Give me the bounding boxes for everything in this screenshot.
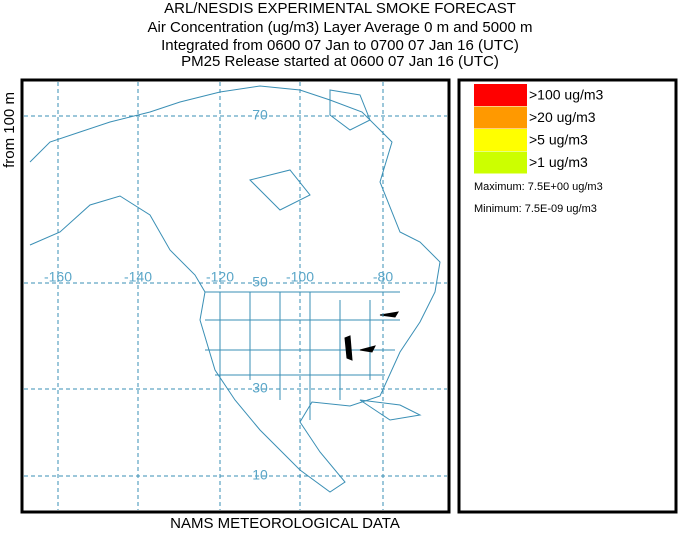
- legend-label: >100 ug/m3: [529, 87, 604, 103]
- latitude-label: 70: [252, 107, 268, 123]
- side-label: from 100 m: [1, 92, 18, 168]
- longitude-label: -80: [373, 269, 393, 285]
- longitude-label: -140: [124, 269, 152, 285]
- maximum: Maximum: 7.5E+00 ug/m3: [474, 181, 603, 193]
- title: ARL/NESDIS EXPERIMENTAL SMOKE FORECAST: [164, 0, 516, 17]
- latitude-label: 50: [252, 274, 268, 290]
- legend-label: >1 ug/m3: [529, 154, 588, 170]
- coastline: [29, 85, 441, 493]
- legend: Maximum: 7.5E+00 ug/m3 Minimum: 7.5E-09 …: [457, 78, 678, 514]
- legend-swatch: [474, 106, 527, 129]
- latitude-label: 10: [252, 467, 268, 483]
- state-borders: [205, 291, 400, 420]
- latitude-label: 30: [252, 380, 268, 396]
- map: -160 -140 -120 -100 -80 70 50 30 10: [20, 78, 451, 514]
- legend-label: >20 ug/m3: [529, 109, 596, 125]
- subtitle: Integrated from 0600 07 Jan to 0700 07 J…: [161, 37, 519, 54]
- minimum: Minimum: 7.5E-09 ug/m3: [474, 203, 597, 215]
- longitude-label: -120: [206, 269, 234, 285]
- legend-swatch: [474, 84, 527, 106]
- coastline: [249, 89, 422, 421]
- smoke-plume: [344, 311, 399, 361]
- longitude-label: -160: [44, 269, 72, 285]
- legend-swatch: [474, 151, 527, 174]
- longitude-label: -100: [286, 269, 314, 285]
- legend-frame: [457, 78, 678, 514]
- footer: NAMS METEOROLOGICAL DATA: [170, 515, 400, 532]
- legend-label: >5 ug/m3: [529, 132, 588, 148]
- subtitle: PM25 Release started at 0600 07 Jan 16 (…: [181, 53, 499, 70]
- map-frame: [20, 78, 451, 514]
- subtitle: Air Concentration (ug/m3) Layer Average …: [148, 19, 533, 36]
- legend-swatch: [474, 129, 527, 151]
